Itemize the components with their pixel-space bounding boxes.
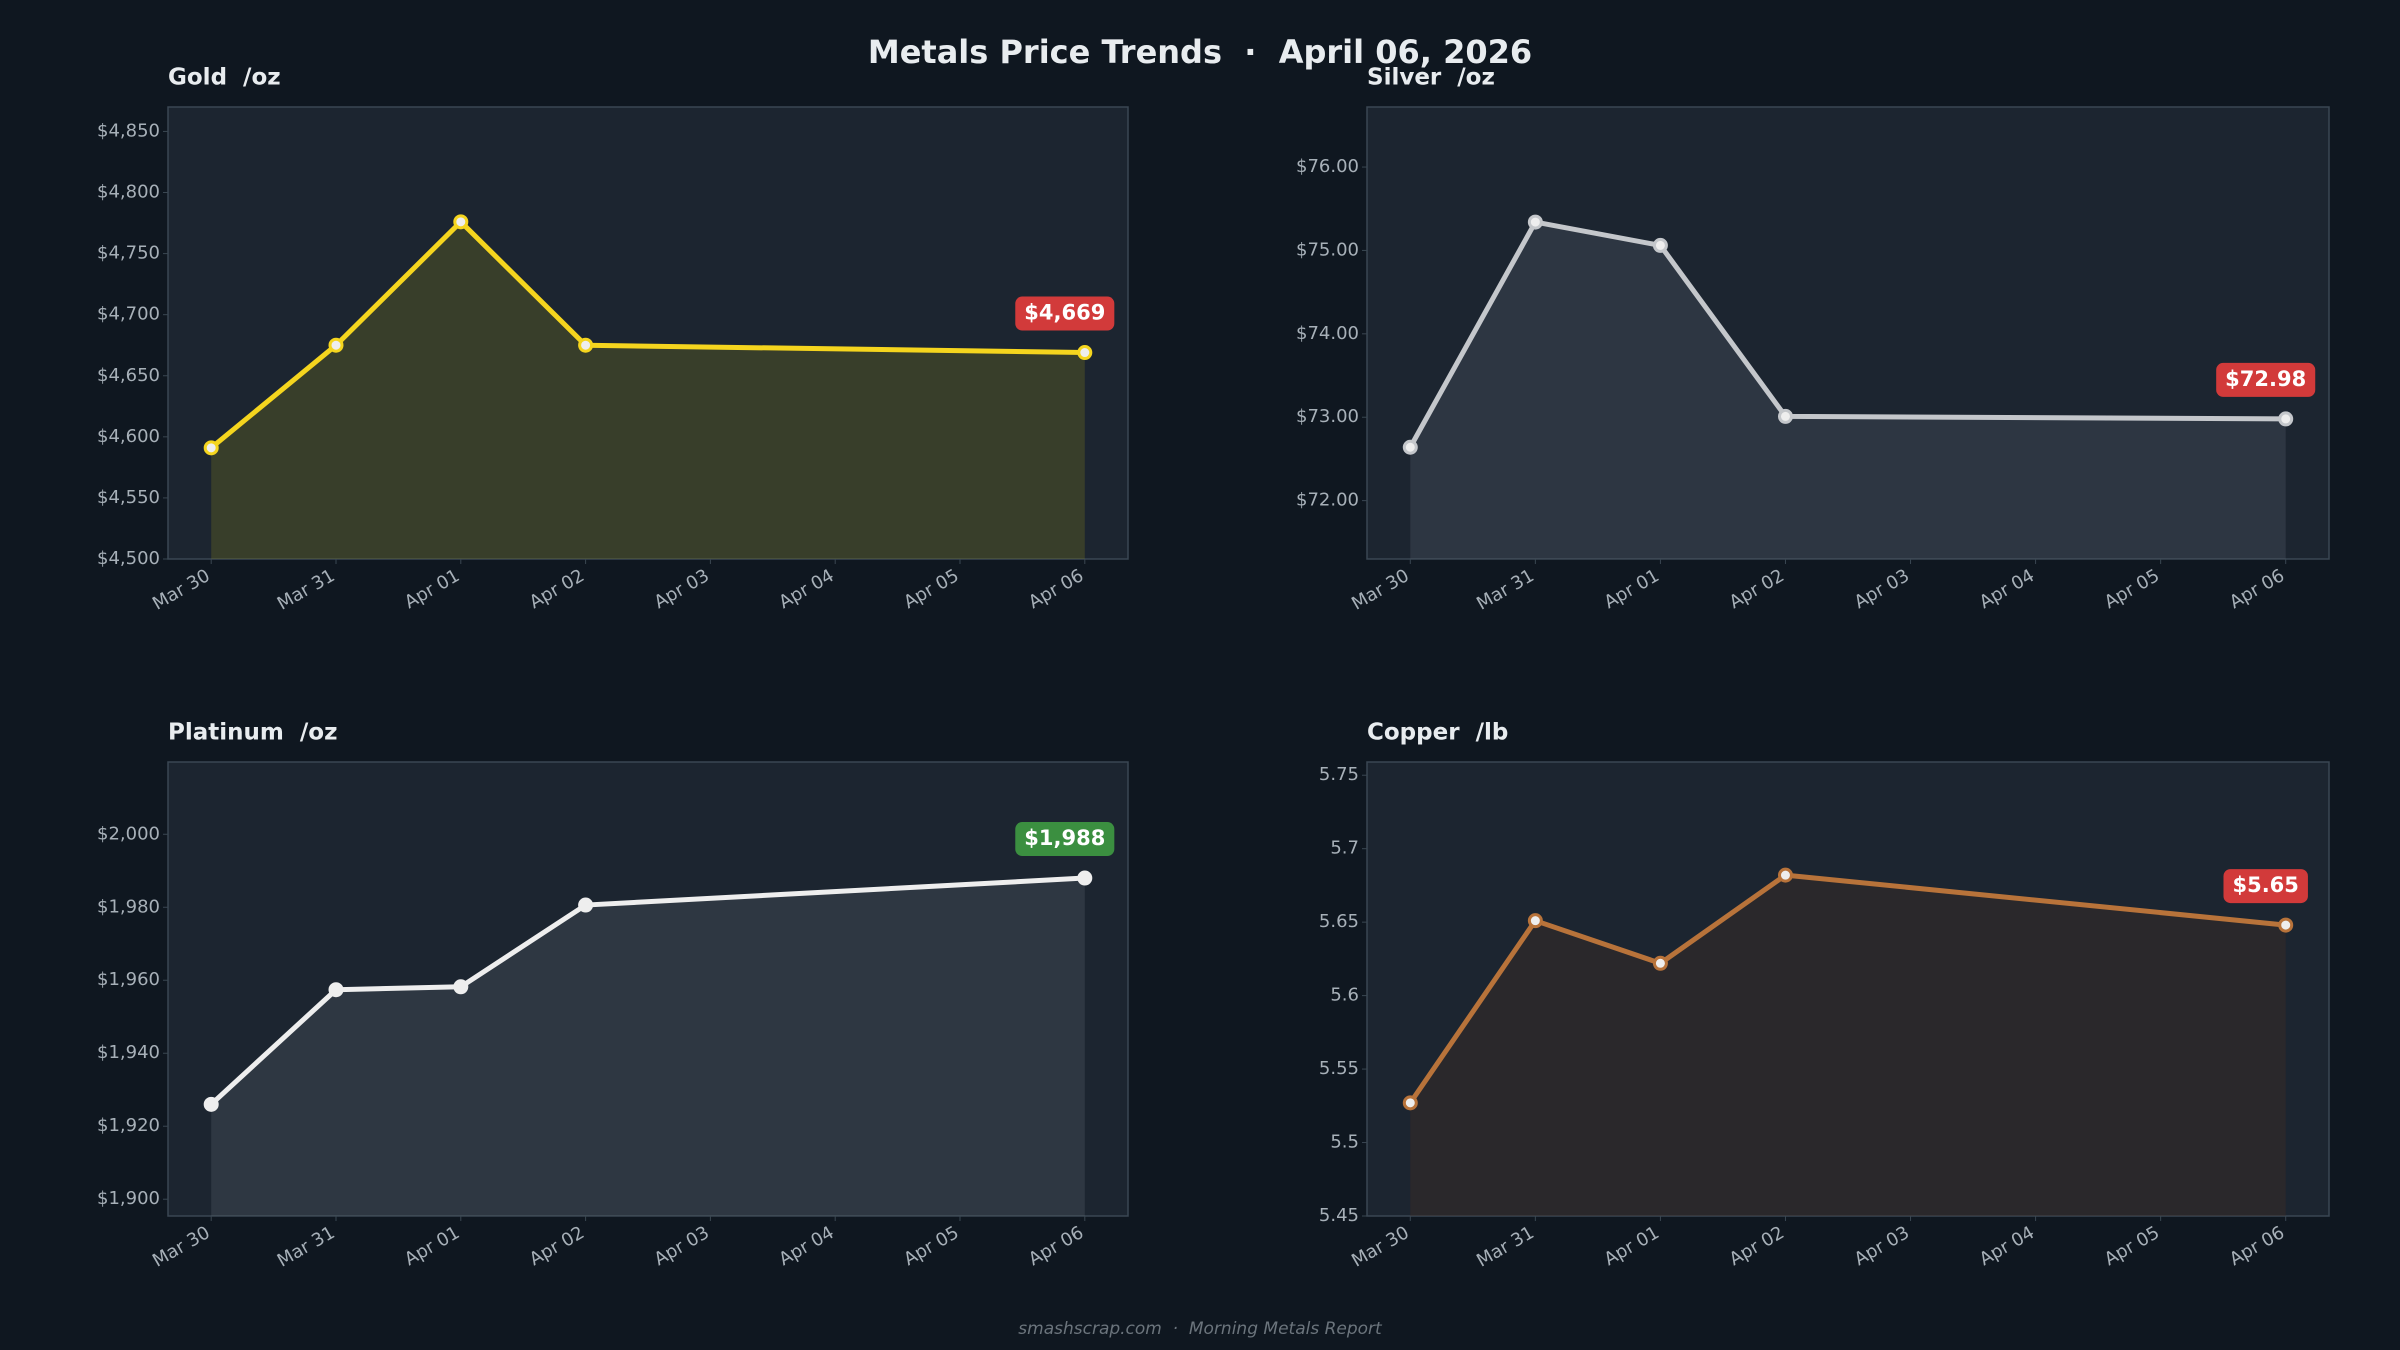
y-tick-label: $4,850: [97, 120, 160, 141]
y-tick-label: $1,940: [97, 1042, 160, 1063]
y-tick-label: $4,550: [97, 487, 160, 508]
value-badge: $4,669: [1015, 296, 1115, 331]
plot-area: [167, 761, 1129, 1217]
point: [2278, 917, 2294, 933]
y-tick-label: 5.75: [1319, 764, 1359, 785]
badge-bg: [2223, 869, 2308, 904]
y-tick-label: $74.00: [1296, 323, 1359, 344]
value-badge: $5.65: [2223, 869, 2308, 904]
panel-title: Platinum /oz: [168, 720, 337, 746]
area: [1410, 222, 2286, 559]
plot-area: [1366, 106, 2330, 560]
point: [1777, 867, 1793, 883]
y-tick-label: $4,600: [97, 426, 160, 447]
badge-bg: [1015, 296, 1115, 331]
area: [211, 878, 1085, 1216]
point: [203, 440, 219, 456]
point: [1077, 870, 1093, 886]
plot-area: [167, 106, 1129, 560]
panel-title: Silver /oz: [1367, 65, 1495, 91]
value-badge: $72.98: [2216, 362, 2316, 397]
y-tick-label: 5.5: [1330, 1132, 1359, 1153]
point: [1402, 439, 1418, 455]
point: [203, 1096, 219, 1112]
value-label: $1,988: [1024, 826, 1105, 850]
value-label: $72.98: [2225, 367, 2306, 391]
point: [453, 214, 469, 230]
y-tick-label: 5.6: [1330, 985, 1359, 1006]
y-tick-label: $1,960: [97, 969, 160, 990]
badge-bg: [2216, 362, 2316, 397]
y-tick-label: $4,500: [97, 548, 160, 569]
y-tick-label: $72.00: [1296, 490, 1359, 511]
y-tick-label: 5.7: [1330, 838, 1359, 859]
y-tick-label: $1,920: [97, 1115, 160, 1136]
point: [578, 897, 594, 913]
y-tick-label: 5.65: [1319, 911, 1359, 932]
point: [328, 337, 344, 353]
panel-title: Copper /lb: [1367, 720, 1508, 746]
y-tick-label: $4,750: [97, 243, 160, 264]
y-tick-label: $76.00: [1296, 156, 1359, 177]
point: [578, 337, 594, 353]
page-title: Metals Price Trends · April 06, 2026: [868, 33, 1532, 71]
point: [453, 979, 469, 995]
y-tick-label: $75.00: [1296, 239, 1359, 260]
y-tick-label: $4,800: [97, 182, 160, 203]
y-tick-label: $2,000: [97, 823, 160, 844]
y-tick-label: $1,900: [97, 1188, 160, 1209]
point: [1527, 913, 1543, 929]
panel-title: Gold /oz: [168, 65, 281, 91]
value-label: $4,669: [1024, 301, 1105, 325]
point: [1077, 345, 1093, 361]
point: [1652, 237, 1668, 253]
value-label: $5.65: [2232, 873, 2298, 897]
y-tick-label: 5.45: [1319, 1205, 1359, 1226]
y-tick-label: $4,700: [97, 304, 160, 325]
area: [211, 221, 1085, 559]
badge-bg: [1015, 822, 1115, 857]
point: [1527, 214, 1543, 230]
footer: smashscrap.com · Morning Metals Report: [1018, 1319, 1383, 1339]
y-tick-label: $73.00: [1296, 406, 1359, 427]
point: [328, 982, 344, 998]
plot-area: [1366, 761, 2330, 1217]
y-tick-label: $1,980: [97, 896, 160, 917]
point: [1652, 955, 1668, 971]
value-badge: $1,988: [1015, 822, 1115, 857]
point: [2278, 411, 2294, 427]
point: [1777, 408, 1793, 424]
y-tick-label: $4,650: [97, 365, 160, 386]
area: [1410, 875, 2286, 1216]
y-tick-label: 5.55: [1319, 1058, 1359, 1079]
point: [1402, 1095, 1418, 1111]
